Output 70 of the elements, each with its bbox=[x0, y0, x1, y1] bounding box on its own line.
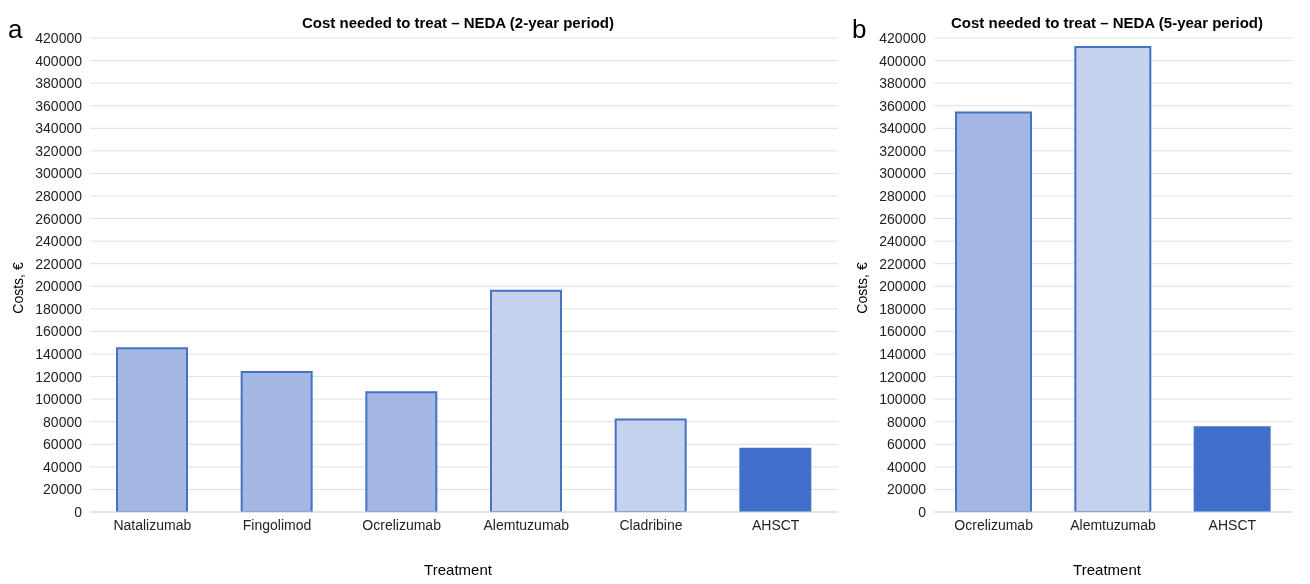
bar bbox=[116, 347, 188, 512]
y-tick-label: 100000 bbox=[35, 391, 83, 408]
y-tick-label: 260000 bbox=[35, 210, 83, 227]
bar bbox=[240, 371, 313, 512]
y-tick-label: 380000 bbox=[879, 75, 927, 92]
bar bbox=[1193, 426, 1271, 512]
y-tick-label: 180000 bbox=[879, 300, 927, 317]
x-tick-label: Cladribine bbox=[619, 516, 683, 533]
y-tick-label: 260000 bbox=[879, 210, 927, 227]
x-tick-label: Ocrelizumab bbox=[362, 516, 442, 533]
bar bbox=[365, 391, 438, 512]
y-tick-label: 40000 bbox=[43, 458, 83, 475]
y-tick-label: 120000 bbox=[879, 368, 927, 385]
y-tick-label: 80000 bbox=[887, 413, 927, 430]
y-tick-label: 60000 bbox=[43, 436, 83, 453]
y-tick-label: 220000 bbox=[879, 255, 927, 272]
y-tick-label: 360000 bbox=[35, 97, 83, 114]
x-tick-label: Ocrelizumab bbox=[954, 516, 1034, 533]
y-tick-label: 320000 bbox=[35, 142, 83, 159]
y-tick-label: 220000 bbox=[35, 255, 83, 272]
y-tick-label: 0 bbox=[74, 503, 83, 520]
y-tick-label: 420000 bbox=[35, 29, 83, 46]
y-axis-title: Costs, € bbox=[10, 262, 26, 314]
y-tick-label: 300000 bbox=[35, 165, 83, 182]
x-tick-label: Alemtuzumab bbox=[483, 516, 570, 533]
y-tick-label: 240000 bbox=[35, 233, 83, 250]
y-tick-label: 60000 bbox=[887, 436, 927, 453]
y-tick-label: 160000 bbox=[879, 323, 927, 340]
y-tick-label: 240000 bbox=[879, 233, 927, 250]
x-axis-title: Treatment bbox=[1072, 561, 1142, 578]
x-axis-title: Treatment bbox=[423, 561, 493, 578]
y-tick-label: 360000 bbox=[879, 97, 927, 114]
x-tick-label: Alemtuzumab bbox=[1070, 516, 1157, 533]
y-tick-label: 0 bbox=[918, 503, 927, 520]
y-tick-label: 380000 bbox=[35, 75, 83, 92]
chart-title: Cost needed to treat – NEDA (5-year period) bbox=[950, 14, 1263, 31]
y-tick-label: 320000 bbox=[879, 142, 927, 159]
y-tick-label: 200000 bbox=[35, 278, 83, 295]
y-tick-label: 160000 bbox=[35, 323, 83, 340]
y-tick-label: 140000 bbox=[879, 345, 927, 362]
bar bbox=[955, 111, 1032, 512]
bar bbox=[1074, 46, 1152, 512]
y-tick-label: 140000 bbox=[35, 345, 83, 362]
y-tick-label: 340000 bbox=[879, 120, 927, 137]
y-tick-label: 120000 bbox=[35, 368, 83, 385]
y-tick-label: 80000 bbox=[43, 413, 83, 430]
bar bbox=[739, 447, 812, 512]
y-axis-title: Costs, € bbox=[854, 262, 870, 314]
y-tick-label: 280000 bbox=[879, 187, 927, 204]
bar bbox=[614, 418, 687, 512]
y-tick-label: 100000 bbox=[879, 391, 927, 408]
y-tick-label: 400000 bbox=[35, 52, 83, 69]
y-tick-label: 180000 bbox=[35, 300, 83, 317]
y-tick-label: 20000 bbox=[43, 481, 83, 498]
y-tick-label: 280000 bbox=[35, 187, 83, 204]
y-tick-label: 340000 bbox=[35, 120, 83, 137]
bar bbox=[490, 289, 562, 512]
x-tick-label: AHSCT bbox=[751, 516, 800, 533]
text: b bbox=[852, 14, 867, 44]
y-tick-label: 40000 bbox=[887, 458, 927, 475]
y-tick-label: 420000 bbox=[879, 29, 927, 46]
y-tick-label: 200000 bbox=[879, 278, 927, 295]
text: a bbox=[8, 14, 23, 44]
y-tick-label: 20000 bbox=[887, 481, 927, 498]
x-tick-label: Natalizumab bbox=[113, 516, 192, 533]
y-tick-label: 300000 bbox=[879, 165, 927, 182]
chart-title: Cost needed to treat – NEDA (2-year period) bbox=[301, 14, 614, 31]
x-tick-label: AHSCT bbox=[1208, 516, 1257, 533]
y-tick-label: 400000 bbox=[879, 52, 927, 69]
x-tick-label: Fingolimod bbox=[242, 516, 312, 533]
